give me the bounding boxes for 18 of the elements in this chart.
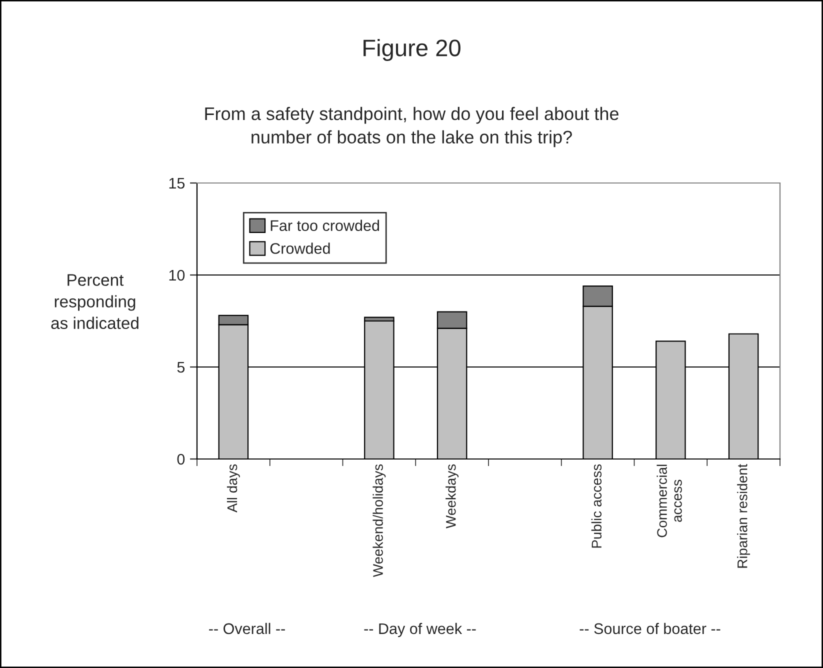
y-tick-label: 5 xyxy=(177,362,185,373)
y-axis-title: Percent responding as indicated xyxy=(51,274,138,330)
chart-title: Figure 20 xyxy=(364,38,460,62)
text: -- Source of boater -- xyxy=(580,622,720,634)
y-tick-label: 10 xyxy=(169,270,185,281)
text: -- Overall -- xyxy=(209,622,285,634)
y-tick-label: 15 xyxy=(169,178,185,189)
x-tick-label: Weekdays xyxy=(446,464,459,528)
chart-subtitle: From a safety standpoint, how do you feel about the number of boats on the lake on this trip? xyxy=(205,106,618,148)
x-tick-label: Weekend/holidays xyxy=(372,464,386,578)
x-tick-label: Riparian resident xyxy=(737,464,750,568)
text: -- Day of week -- xyxy=(364,622,476,638)
legend-label: Far too crowded xyxy=(270,220,380,232)
x-tick-label: Commercial access xyxy=(656,464,682,538)
legend-label: Crowded xyxy=(270,242,330,254)
x-tick-label: All days xyxy=(226,464,240,512)
x-tick-label: Public access xyxy=(591,464,602,548)
y-tick-label: 0 xyxy=(177,454,185,465)
